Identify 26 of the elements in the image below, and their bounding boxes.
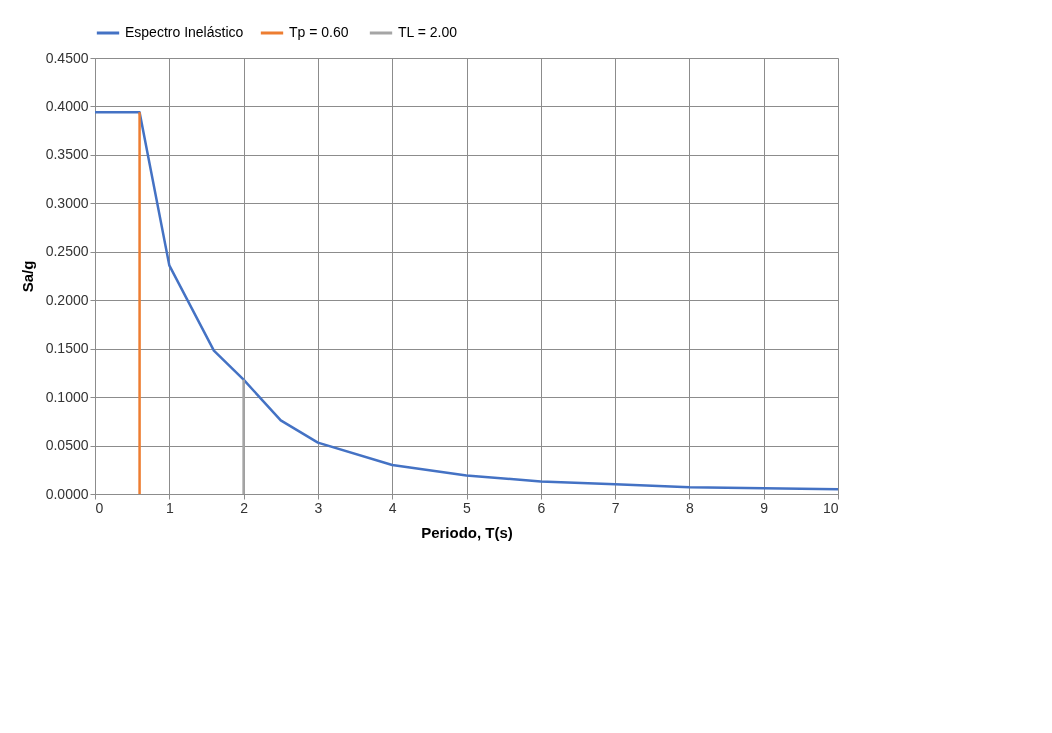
y-tick-label: 0.2500: [45, 243, 89, 260]
y-tick-label: 0.1500: [45, 340, 89, 357]
y-tick-label: 0.4000: [45, 97, 89, 114]
y-tick-label: 0.1000: [45, 388, 89, 405]
legend-label: Espectro Inelástico: [125, 24, 244, 40]
y-tick-label: 0.3000: [45, 194, 89, 211]
y-tick-label: 0.0000: [45, 485, 89, 502]
x-tick-label: 1: [165, 499, 174, 516]
y-tick-label: 0.2000: [45, 291, 89, 308]
x-tick-label: 10: [822, 499, 839, 516]
x-tick-label: 6: [537, 499, 546, 516]
x-tick-label: 8: [686, 499, 694, 516]
x-tick-label: 0: [95, 499, 104, 516]
x-tick-label: 3: [314, 499, 323, 516]
x-tick-label: 7: [611, 499, 620, 516]
x-tick-label: 4: [388, 499, 397, 516]
legend-label: Tp = 0.60: [289, 24, 349, 40]
x-tick-label: 5: [463, 499, 472, 516]
y-tick-label: 0.0500: [45, 437, 89, 454]
legend-label: TL = 2.00: [398, 24, 458, 40]
x-axis-title: Periodo, T(s): [421, 523, 513, 541]
x-tick-label: 2: [240, 499, 249, 516]
y-tick-label: 0.3500: [45, 146, 89, 163]
x-tick-label: 9: [760, 499, 769, 516]
y-tick-label: 0.4500: [45, 49, 89, 66]
y-axis-title: Sa/g: [18, 260, 36, 293]
